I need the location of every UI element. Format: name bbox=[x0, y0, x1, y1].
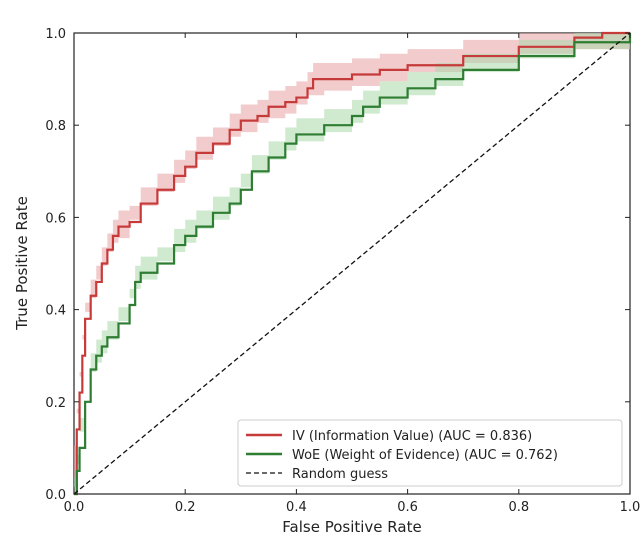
legend-label-woe: WoE (Weight of Evidence) (AUC = 0.762) bbox=[292, 448, 558, 463]
x-tick-label: 0.4 bbox=[286, 500, 307, 515]
y-tick-label: 0.8 bbox=[45, 119, 66, 134]
y-axis-ticks: 0.0 0.2 0.4 0.6 0.8 1.0 bbox=[45, 27, 630, 503]
x-tick-label: 0.6 bbox=[397, 500, 418, 515]
y-tick-label: 0.0 bbox=[45, 488, 66, 503]
y-tick-label: 0.6 bbox=[45, 211, 66, 226]
series-line-iv bbox=[74, 31, 630, 496]
y-tick-label: 0.2 bbox=[45, 396, 66, 411]
plot-frame bbox=[73, 32, 631, 495]
plot-area: 0.0 0.2 0.4 0.6 0.8 1.0 0.0 0.2 0.4 0.6 0.8 1.0 bbox=[45, 27, 640, 515]
y-tick-label: 1.0 bbox=[45, 27, 66, 42]
x-axis-title: False Positive Rate bbox=[282, 518, 421, 536]
legend: IV (Information Value) (AUC = 0.836) WoE… bbox=[237, 419, 623, 487]
legend-label-iv: IV (Information Value) (AUC = 0.836) bbox=[292, 429, 532, 444]
series-line-random bbox=[73, 32, 631, 495]
x-tick-label: 1.0 bbox=[620, 500, 641, 515]
series-line-woe bbox=[74, 33, 632, 496]
x-tick-label: 0.2 bbox=[175, 500, 196, 515]
legend-label-random: Random guess bbox=[292, 467, 388, 482]
legend-box bbox=[237, 419, 623, 487]
x-axis-ticks: 0.0 0.2 0.4 0.6 0.8 1.0 bbox=[64, 33, 641, 515]
x-tick-label: 0.0 bbox=[64, 500, 85, 515]
series-lines bbox=[73, 31, 632, 496]
y-axis-title: True Positive Rate bbox=[13, 196, 31, 331]
x-tick-label: 0.8 bbox=[508, 500, 529, 515]
y-tick-label: 0.4 bbox=[45, 304, 66, 319]
